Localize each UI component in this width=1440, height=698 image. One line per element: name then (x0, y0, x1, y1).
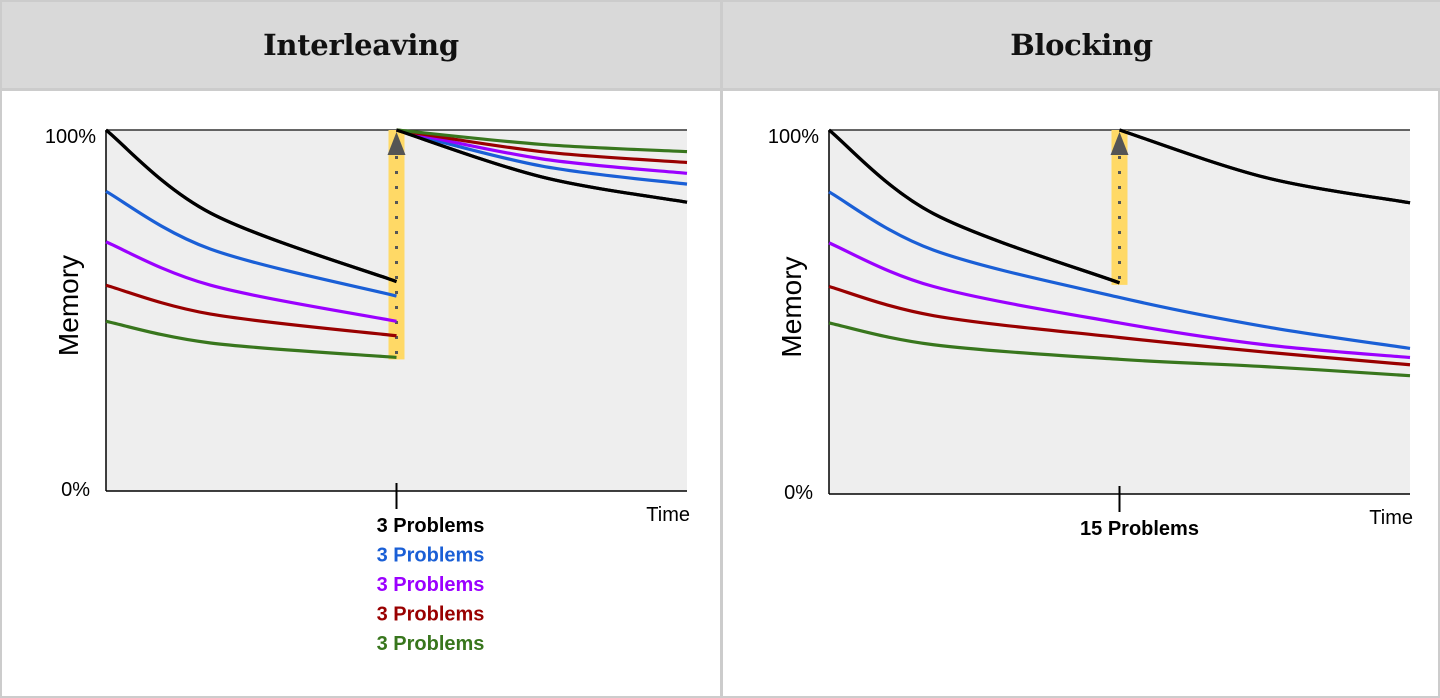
series-blue-segment-1 (396, 128, 688, 186)
event-label-black: 3 Problems (377, 515, 485, 537)
event-label-purple: 3 Problems (377, 574, 485, 596)
series-black-segment-0-top (105, 128, 398, 284)
series-red-segment-1 (396, 128, 688, 165)
series-blue-segment-0 (828, 190, 1411, 350)
review-highlight-bar (1111, 130, 1128, 285)
blocking-chart: 100% 0% Memory Time 15 Problems (768, 126, 1413, 540)
series-black-segment-1-top (1119, 128, 1411, 205)
event-label-blue: 3 Problems (377, 545, 485, 567)
review-arrow-head (1110, 132, 1129, 155)
series-green-segment-1 (396, 128, 688, 154)
interleaving-panel: Interleaving 100% 0% Memory Time 3 Problems 3… (2, 2, 720, 696)
event-label-black: 15 Problems (1080, 518, 1199, 540)
x-axis-title: Time (1369, 507, 1413, 529)
blocking-title: Blocking (1010, 28, 1153, 62)
series-black-segment-0-top (827, 128, 1121, 285)
blocking-header: Blocking (723, 2, 1440, 91)
interleaving-title: Interleaving (263, 28, 459, 62)
interleaving-chart: 100% 0% Memory Time 3 Problems 3 Problems 3 Pr… (45, 126, 690, 655)
review-arrow-head (387, 132, 406, 155)
review-highlight-bar (388, 130, 405, 360)
y-tick-label-100: 100% (768, 126, 819, 148)
interleaving-header: Interleaving (2, 2, 720, 91)
event-label-red: 3 Problems (377, 604, 485, 626)
blocking-panel: Blocking 100% 0% Memory Time 15 Problems (720, 2, 1440, 696)
series-red-segment-0 (828, 284, 1411, 367)
y-tick-label-100: 100% (45, 126, 96, 148)
series-green-segment-0 (828, 321, 1411, 378)
y-axis-title: Memory (53, 255, 84, 356)
series-purple-segment-0 (105, 240, 397, 323)
series-purple-segment-0 (828, 241, 1411, 360)
series-green-segment-0 (105, 319, 397, 360)
y-axis-title: Memory (776, 256, 807, 357)
series-purple-segment-1 (396, 128, 688, 175)
y-tick-label-0: 0% (61, 479, 90, 501)
x-axis-title: Time (646, 504, 690, 526)
series-red-segment-0 (105, 283, 397, 338)
series-blue-segment-0 (105, 189, 397, 298)
event-label-green: 3 Problems (377, 633, 485, 655)
series-black-segment-1-top (396, 128, 688, 204)
y-tick-label-0: 0% (784, 482, 813, 504)
